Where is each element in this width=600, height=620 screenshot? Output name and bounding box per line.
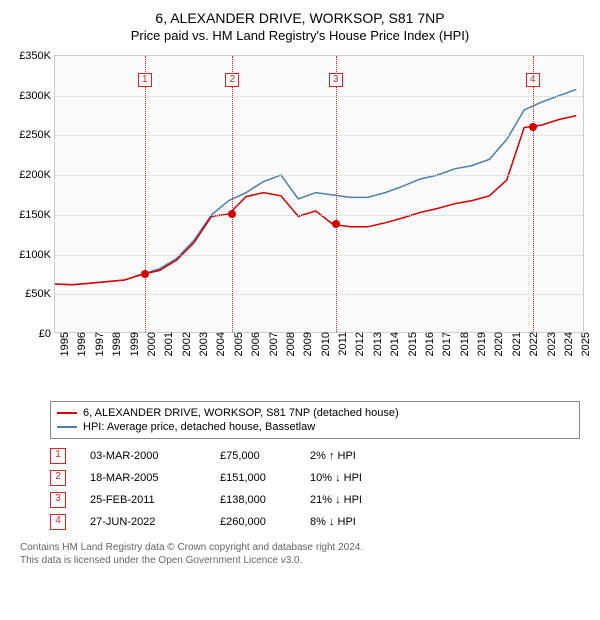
transaction-vline <box>145 56 146 332</box>
x-axis-label: 2012 <box>350 332 366 356</box>
transaction-delta: 21% ↓ HPI <box>310 494 410 506</box>
x-axis-label: 2010 <box>316 332 332 356</box>
gridline <box>55 215 583 216</box>
transaction-marker-box: 3 <box>329 73 343 87</box>
transaction-marker-box: 2 <box>225 73 239 87</box>
transaction-vline <box>336 56 337 332</box>
legend-label: HPI: Average price, detached house, Bass… <box>83 421 315 433</box>
x-axis-label: 2013 <box>368 332 384 356</box>
x-axis-label: 2014 <box>385 332 401 356</box>
transaction-number: 2 <box>50 470 66 486</box>
x-axis-label: 2007 <box>264 332 280 356</box>
chart-subtitle: Price paid vs. HM Land Registry's House … <box>10 28 590 43</box>
x-axis-label: 2025 <box>576 332 592 356</box>
transaction-date: 27-JUN-2022 <box>90 516 220 528</box>
transaction-point <box>141 270 149 278</box>
transaction-delta: 10% ↓ HPI <box>310 472 410 484</box>
legend-row: HPI: Average price, detached house, Bass… <box>57 420 573 434</box>
y-axis-label: £350K <box>19 50 55 62</box>
x-axis-label: 2005 <box>229 332 245 356</box>
chart-title: 6, ALEXANDER DRIVE, WORKSOP, S81 7NP <box>10 10 590 26</box>
legend-row: 6, ALEXANDER DRIVE, WORKSOP, S81 7NP (de… <box>57 406 573 420</box>
transaction-point <box>332 220 340 228</box>
y-axis-label: £0 <box>39 328 55 340</box>
x-axis-label: 2017 <box>437 332 453 356</box>
transaction-row: 4 27-JUN-2022£260,0008% ↓ HPI <box>50 511 580 533</box>
y-axis-label: £250K <box>19 129 55 141</box>
transaction-price: £75,000 <box>220 450 310 462</box>
x-axis-label: 2008 <box>281 332 297 356</box>
x-axis-label: 1999 <box>125 332 141 356</box>
x-axis-label: 2001 <box>159 332 175 356</box>
x-axis-label: 2024 <box>559 332 575 356</box>
x-axis-label: 2006 <box>246 332 262 356</box>
x-axis-label: 2022 <box>524 332 540 356</box>
legend-swatch <box>57 426 77 428</box>
gridline <box>55 255 583 256</box>
transaction-delta: 8% ↓ HPI <box>310 516 410 528</box>
transaction-point <box>529 123 537 131</box>
transaction-vline <box>533 56 534 332</box>
x-axis-label: 2000 <box>142 332 158 356</box>
gridline <box>55 96 583 97</box>
y-axis-label: £150K <box>19 209 55 221</box>
y-axis-label: £100K <box>19 249 55 261</box>
transaction-row: 1 03-MAR-2000£75,0002% ↑ HPI <box>50 445 580 467</box>
chart-wrap: £0 £50K £100K £150K £200K £250K £300K £350K 1995… <box>10 49 590 359</box>
footer-line-1: Contains HM Land Registry data © Crown c… <box>20 541 580 554</box>
transaction-delta: 2% ↑ HPI <box>310 450 410 462</box>
x-axis-label: 2004 <box>211 332 227 356</box>
x-axis-label: 2019 <box>472 332 488 356</box>
x-axis-label: 1997 <box>90 332 106 356</box>
transaction-marker-box: 1 <box>138 73 152 87</box>
x-axis-label: 2016 <box>420 332 436 356</box>
transaction-number: 3 <box>50 492 66 508</box>
transaction-vline <box>232 56 233 332</box>
transaction-date: 25-FEB-2011 <box>90 494 220 506</box>
series-property <box>55 116 576 285</box>
x-axis-label: 2003 <box>194 332 210 356</box>
legend-swatch <box>57 412 77 414</box>
gridline <box>55 175 583 176</box>
transaction-point <box>228 210 236 218</box>
chart-container: 6, ALEXANDER DRIVE, WORKSOP, S81 7NP Pri… <box>0 0 600 575</box>
x-axis-label: 2018 <box>455 332 471 356</box>
transaction-number: 1 <box>50 448 66 464</box>
legend: 6, ALEXANDER DRIVE, WORKSOP, S81 7NP (de… <box>50 401 580 439</box>
y-axis-label: £200K <box>19 169 55 181</box>
x-axis-label: 2011 <box>333 332 349 356</box>
x-axis-label: 1995 <box>55 332 71 356</box>
transaction-marker-box: 4 <box>526 73 540 87</box>
transaction-price: £151,000 <box>220 472 310 484</box>
gridline <box>55 294 583 295</box>
transaction-date: 03-MAR-2000 <box>90 450 220 462</box>
x-axis-label: 1996 <box>72 332 88 356</box>
gridline <box>55 135 583 136</box>
transactions-table: 103-MAR-2000£75,0002% ↑ HPI218-MAR-2005£… <box>50 445 580 533</box>
y-axis-label: £50K <box>25 288 55 300</box>
transaction-row: 3 25-FEB-2011£138,00021% ↓ HPI <box>50 489 580 511</box>
y-axis-label: £300K <box>19 90 55 102</box>
transaction-row: 2 18-MAR-2005£151,00010% ↓ HPI <box>50 467 580 489</box>
x-axis-label: 2020 <box>489 332 505 356</box>
line-layer <box>55 56 585 334</box>
transaction-date: 18-MAR-2005 <box>90 472 220 484</box>
x-axis-label: 2015 <box>403 332 419 356</box>
footer-attribution: Contains HM Land Registry data © Crown c… <box>20 541 580 567</box>
plot-area: £0£50K£100K£150K£200K£250K£300K£350K1995… <box>54 55 584 333</box>
x-axis-label: 1998 <box>107 332 123 356</box>
transaction-price: £260,000 <box>220 516 310 528</box>
transaction-price: £138,000 <box>220 494 310 506</box>
x-axis-label: 2009 <box>298 332 314 356</box>
x-axis-label: 2002 <box>177 332 193 356</box>
footer-line-2: This data is licensed under the Open Gov… <box>20 554 580 567</box>
transaction-number: 4 <box>50 514 66 530</box>
legend-label: 6, ALEXANDER DRIVE, WORKSOP, S81 7NP (de… <box>83 407 399 419</box>
x-axis-label: 2021 <box>507 332 523 356</box>
x-axis-label: 2023 <box>542 332 558 356</box>
